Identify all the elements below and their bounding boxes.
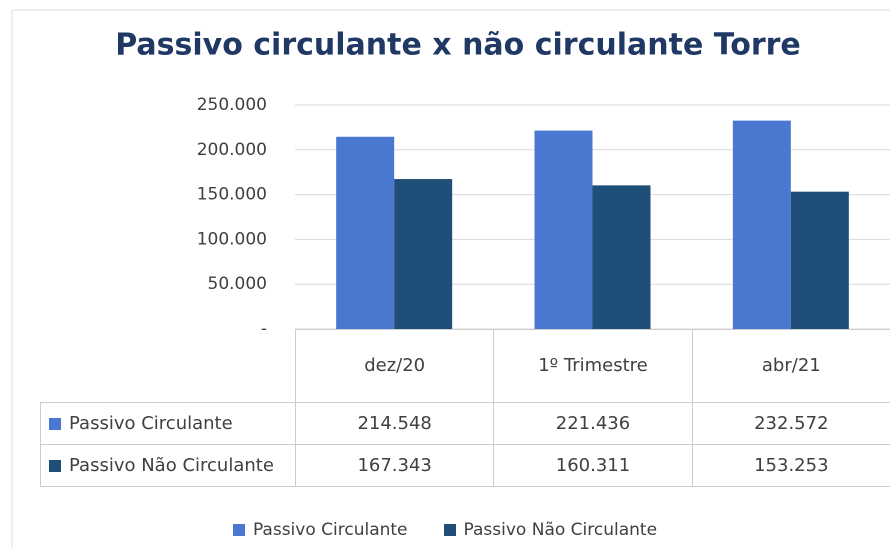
bar [592, 185, 651, 329]
table-value: 153.253 [691, 444, 890, 487]
legend-swatch [443, 524, 456, 536]
bar [534, 130, 593, 329]
category-cell: abr/21 [691, 329, 890, 403]
y-tick-label: 250.000 [197, 95, 267, 115]
legend: Passivo Circulante Passivo Não Circulante [0, 515, 890, 545]
category-cell: dez/20 [295, 329, 495, 403]
table-value: 232.572 [691, 402, 890, 445]
legend-label: Passivo Não Circulante [463, 520, 658, 540]
x-tick-label: 1º Trimestre [538, 355, 648, 376]
x-tick-label: dez/20 [364, 355, 426, 376]
row-label: Passivo Não Circulante [40, 444, 296, 487]
bar [336, 136, 395, 329]
y-tick-label: 150.000 [197, 185, 267, 205]
y-tick-label: 100.000 [197, 229, 267, 249]
bar [394, 179, 453, 329]
table-value: 160.311 [493, 444, 693, 487]
row-label: Passivo Circulante [40, 402, 296, 445]
chart-title: Passivo circulante x não circulante Torr… [115, 28, 801, 63]
y-tick-label: 200.000 [197, 140, 267, 160]
table-value: 221.436 [493, 402, 693, 445]
table-value: 167.343 [295, 444, 495, 487]
bar [732, 120, 791, 330]
table-value: 214.548 [295, 402, 495, 445]
row-label-text: Passivo Circulante [69, 413, 233, 434]
legend-label: Passivo Circulante [252, 520, 408, 540]
x-tick-label: abr/21 [761, 355, 821, 376]
swatch [49, 417, 61, 430]
y-tick-label: - [261, 319, 267, 339]
y-tick-label: 50.000 [208, 274, 267, 294]
bar [790, 191, 849, 329]
category-cell: 1º Trimestre [493, 329, 693, 403]
swatch [49, 459, 61, 472]
row-label-text: Passivo Não Circulante [69, 455, 274, 476]
legend-swatch [232, 524, 245, 536]
